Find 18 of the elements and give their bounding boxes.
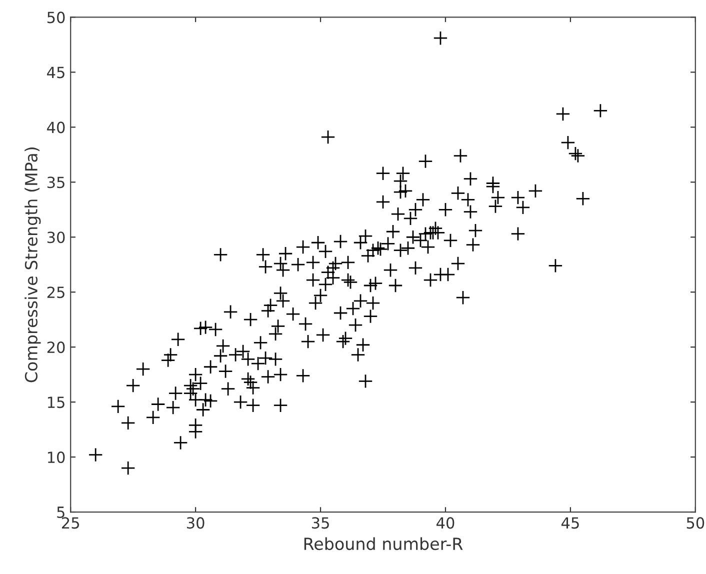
x-tick-label: 40 <box>436 517 454 529</box>
x-axis-title: Rebound number-R <box>304 537 463 550</box>
y-tick-label: 25 <box>47 286 64 298</box>
x-tick-label: 45 <box>561 517 579 529</box>
y-tick-label: 5 <box>57 506 64 518</box>
y-tick-label: 40 <box>47 122 65 134</box>
y-tick-label: 10 <box>48 451 65 464</box>
y-tick-label: 20 <box>47 342 65 354</box>
x-tick-label: 25 <box>62 517 79 529</box>
x-tick-label: 30 <box>187 517 204 529</box>
x-tick-label: 35 <box>312 517 329 529</box>
y-tick-label: 50 <box>47 12 65 24</box>
y-axis-title: Compressive Strength (MPa) <box>24 148 41 382</box>
y-tick-label: 45 <box>47 66 64 78</box>
y-tick-label: 15 <box>48 396 64 408</box>
y-tick-label: 35 <box>47 176 64 188</box>
x-tick-label: 50 <box>686 517 704 529</box>
y-tick-label: 30 <box>47 232 65 244</box>
